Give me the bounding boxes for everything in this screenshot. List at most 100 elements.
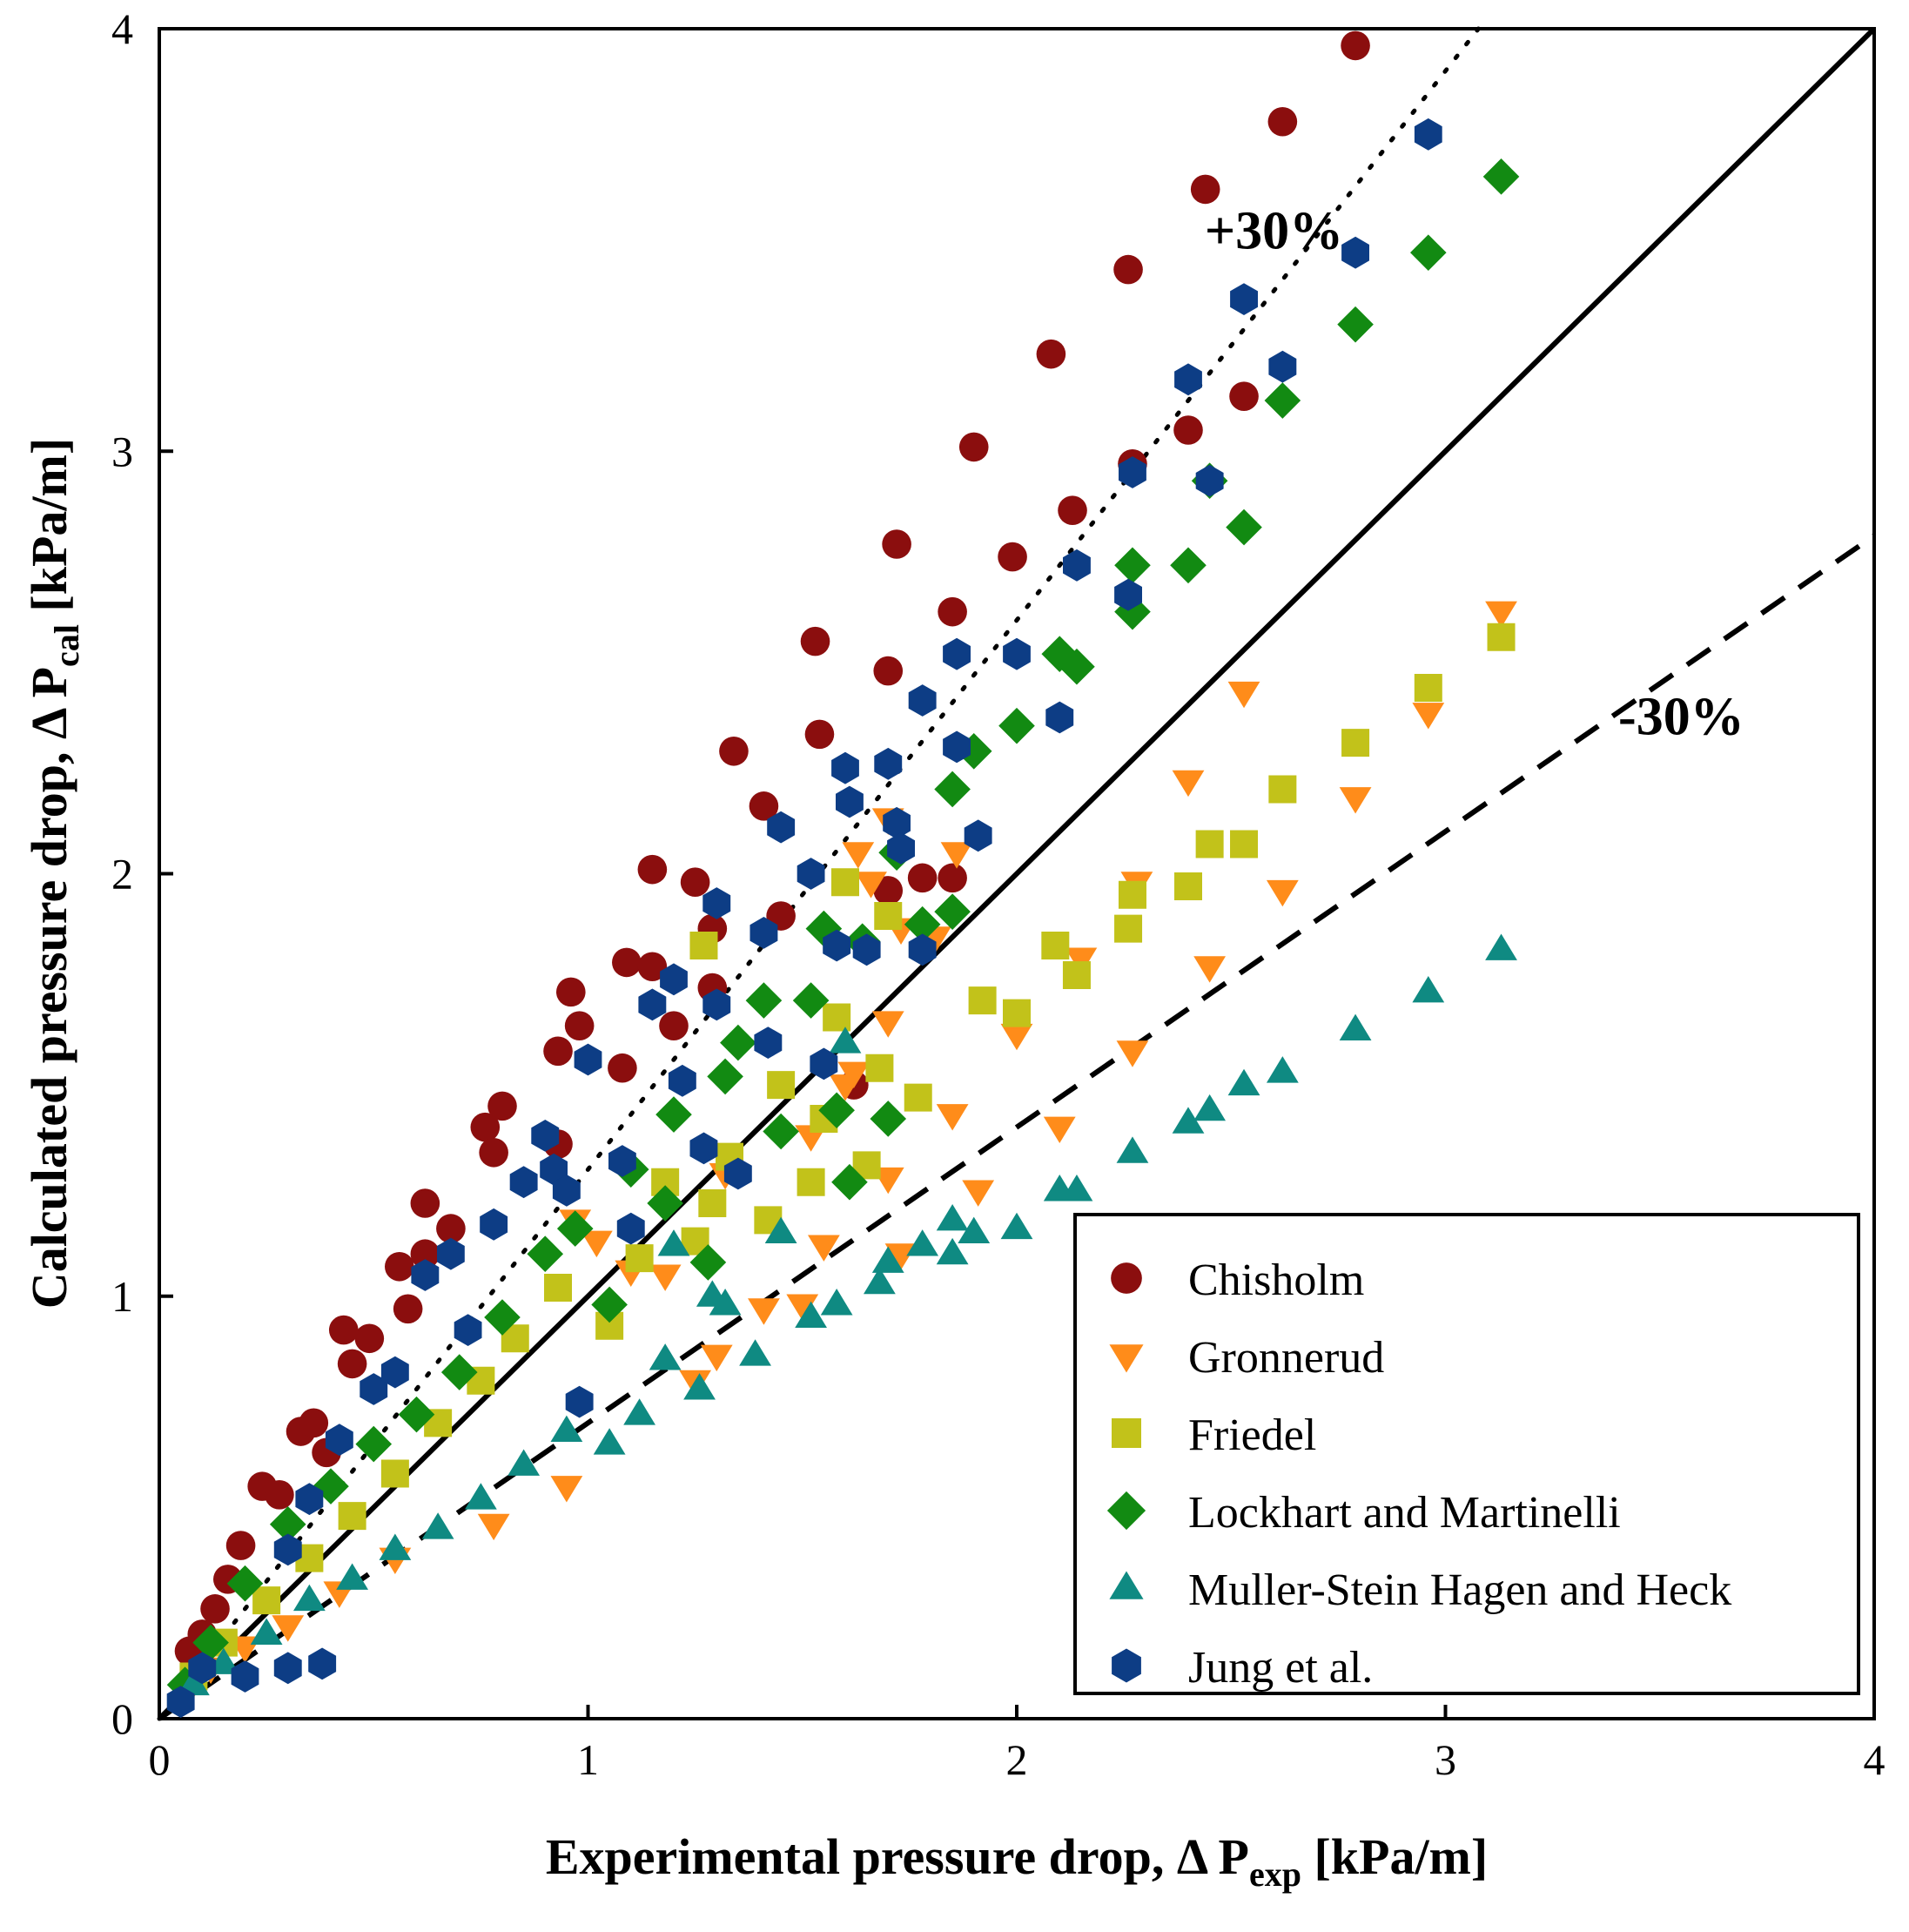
- y-tick-label: 4: [111, 4, 133, 53]
- data-point: [379, 1533, 412, 1560]
- data-point: [1172, 1107, 1205, 1134]
- data-point: [295, 1483, 324, 1516]
- data-point: [698, 1188, 727, 1217]
- data-point: [855, 872, 887, 899]
- series-lockhart-and-martinelli: [166, 158, 1520, 1703]
- data-point: [820, 1289, 853, 1316]
- data-point: [649, 1264, 682, 1291]
- data-point: [188, 1652, 217, 1685]
- data-point: [720, 1024, 756, 1061]
- data-point: [745, 982, 783, 1019]
- data-point: [1041, 931, 1070, 959]
- legend-label: Gronnerud: [1188, 1333, 1384, 1383]
- data-point: [1114, 914, 1143, 943]
- y-axis-label: Calculated pressure drop, Δ Pcal [kPa/m]: [21, 438, 86, 1309]
- data-point: [1116, 1040, 1149, 1067]
- data-point: [299, 1408, 329, 1438]
- data-point: [1116, 1136, 1149, 1163]
- data-point: [1341, 30, 1370, 61]
- data-point: [273, 1652, 302, 1685]
- data-point: [273, 1533, 302, 1566]
- data-point: [680, 867, 710, 898]
- data-point: [938, 863, 967, 893]
- data-point: [749, 917, 778, 949]
- legend-item: Gronnerud: [1109, 1333, 1384, 1383]
- data-point: [336, 1563, 369, 1590]
- data-point: [871, 1246, 904, 1273]
- data-point: [1229, 381, 1259, 411]
- data-point: [852, 1151, 881, 1180]
- data-point: [360, 1373, 388, 1405]
- data-point: [907, 863, 938, 893]
- data-point: [393, 1294, 423, 1324]
- series-muller-stein-hagen-and-heck: [178, 933, 1517, 1696]
- data-point: [1113, 254, 1143, 285]
- data-point: [943, 730, 971, 764]
- data-point: [1266, 879, 1299, 907]
- data-point: [1414, 118, 1442, 151]
- data-point: [338, 1502, 366, 1531]
- data-point: [328, 1315, 359, 1345]
- data-point: [385, 1251, 414, 1282]
- data-point: [1119, 456, 1146, 488]
- data-point: [564, 1011, 595, 1040]
- data-point: [1268, 350, 1297, 383]
- data-point: [226, 1565, 264, 1602]
- data-point: [1190, 174, 1220, 205]
- data-point: [837, 1061, 870, 1088]
- legend-item: Muller-Stein Hagen and Heck: [1109, 1565, 1731, 1615]
- legend-marker: [1109, 1344, 1144, 1373]
- legend-marker: [1111, 1262, 1142, 1294]
- data-point: [1339, 787, 1372, 814]
- data-point: [797, 1168, 825, 1196]
- y-axis-label-main: Calculated pressure drop, Δ P: [21, 667, 77, 1309]
- data-point: [651, 1168, 680, 1196]
- data-point: [707, 1058, 743, 1095]
- series-layer: [166, 30, 1520, 1718]
- data-point: [1045, 701, 1074, 734]
- data-point: [763, 1113, 799, 1150]
- x-axis-label-sub: exp: [1249, 1855, 1301, 1894]
- data-point: [1065, 947, 1098, 974]
- y-axis: 0 1 2 3 4: [111, 4, 173, 1743]
- y-tick-label: 1: [111, 1272, 133, 1321]
- data-point: [479, 1137, 508, 1168]
- data-point: [1063, 549, 1091, 582]
- data-point: [487, 1091, 517, 1121]
- data-point: [873, 656, 904, 686]
- data-point: [1174, 363, 1202, 396]
- data-point: [831, 868, 859, 897]
- legend-item: Friedel: [1112, 1410, 1316, 1460]
- data-point: [647, 1185, 683, 1222]
- data-point: [964, 819, 992, 852]
- data-point: [608, 1053, 637, 1083]
- data-point: [454, 1314, 482, 1346]
- data-point: [795, 1301, 827, 1329]
- data-point: [308, 1647, 337, 1680]
- data-point: [1003, 999, 1031, 1027]
- data-point: [1412, 975, 1445, 1003]
- data-point: [800, 626, 830, 656]
- legend-marker: [1112, 1648, 1141, 1683]
- data-point: [1000, 1212, 1033, 1240]
- data-point: [480, 1208, 508, 1241]
- data-point: [823, 1003, 851, 1032]
- data-point: [421, 1512, 454, 1539]
- data-point: [689, 1244, 727, 1281]
- data-point: [659, 1011, 689, 1040]
- x-tick-label: 0: [149, 1735, 171, 1784]
- data-point: [831, 1163, 868, 1201]
- data-point: [1230, 830, 1259, 858]
- data-point: [354, 1323, 385, 1354]
- legend-label: Chisholm: [1188, 1255, 1364, 1305]
- data-point: [295, 1544, 324, 1572]
- data-point: [1036, 339, 1066, 369]
- data-point: [544, 1274, 573, 1303]
- data-point: [1043, 1116, 1076, 1144]
- data-point: [786, 1294, 819, 1321]
- data-point: [871, 1011, 904, 1038]
- x-tick-label: 3: [1435, 1735, 1456, 1784]
- x-axis-label-unit: [kPa/m]: [1301, 1828, 1488, 1885]
- data-point: [616, 1212, 645, 1245]
- data-point: [657, 1229, 690, 1256]
